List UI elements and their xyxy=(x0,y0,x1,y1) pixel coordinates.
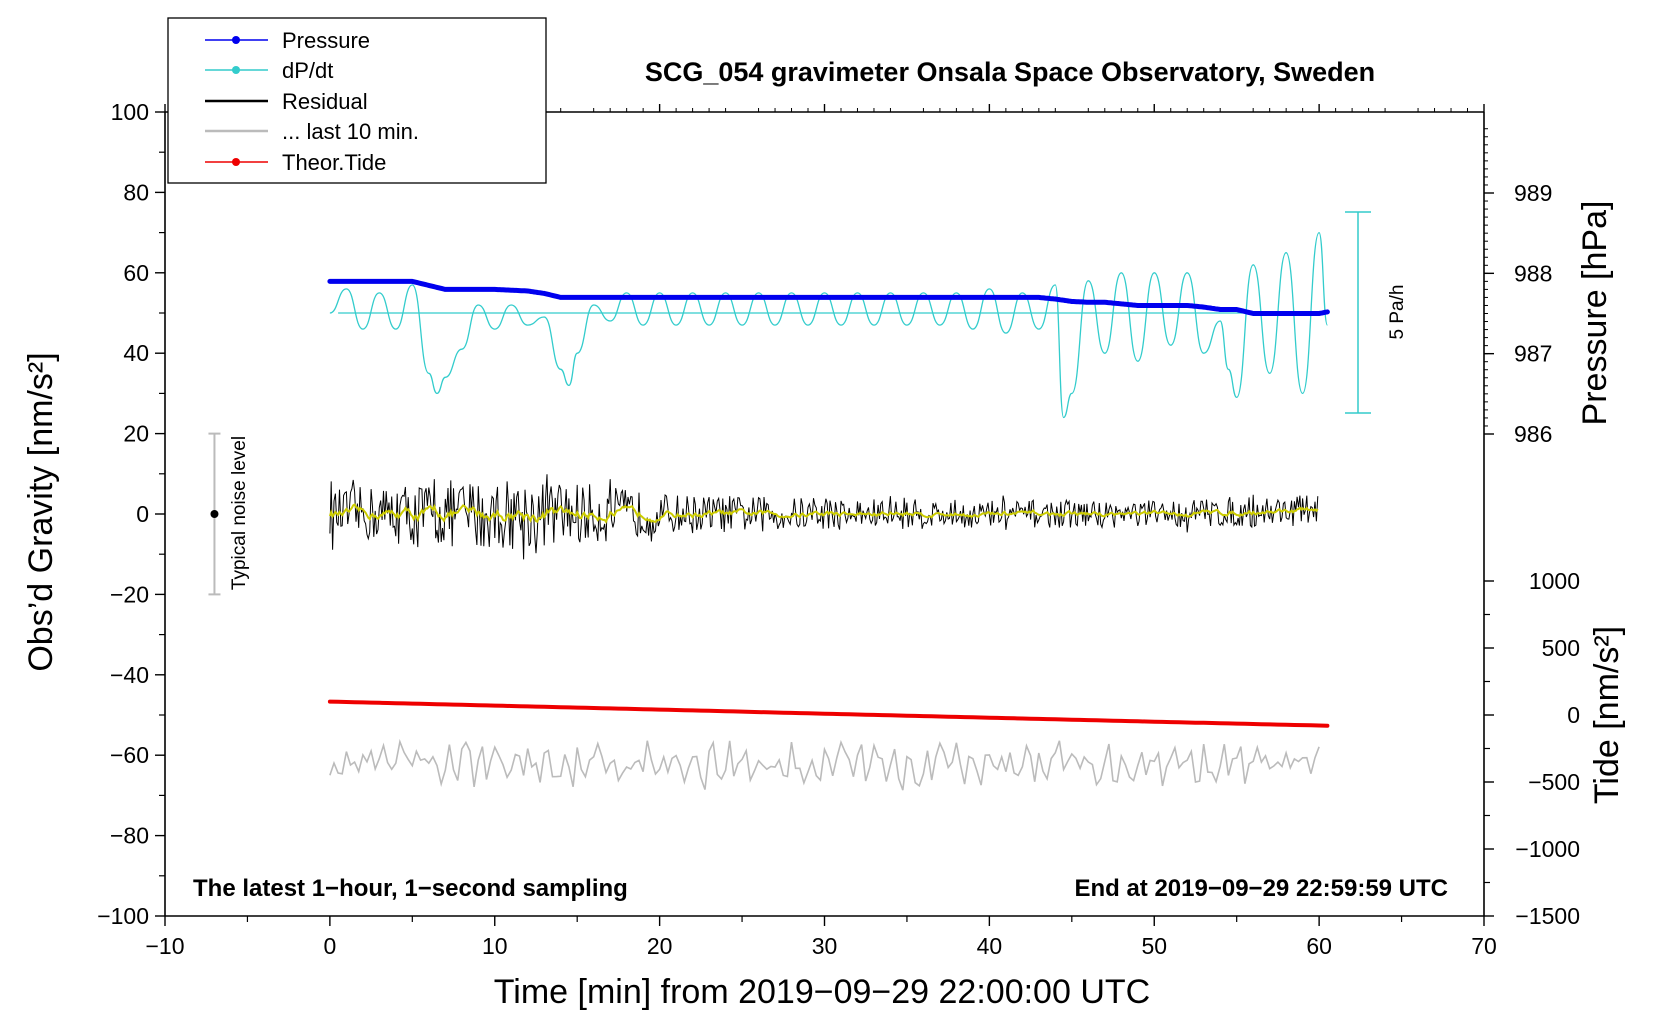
axes-layer: −10 0 10 20 30 40 50 60 70100806040200−20−40−60−… xyxy=(97,99,1580,959)
legend: Pressure dP/dt Residual ... last 10 min.… xyxy=(167,17,547,184)
legend-label-residual: Residual xyxy=(282,89,368,114)
y-tick-label: 20 xyxy=(123,421,149,447)
series-layer xyxy=(327,231,1330,791)
x-tick-label: −10 xyxy=(145,933,184,959)
x-tick-label: 40 xyxy=(977,933,1003,959)
series-pressure xyxy=(327,278,1330,316)
series-dpdt xyxy=(329,231,1329,419)
noise-indicator: Typical noise level xyxy=(208,432,250,596)
y-axis-title-tide: Tide [nm/s²] xyxy=(1588,626,1626,804)
x-tick-label: 10 xyxy=(482,933,508,959)
legend-marker-tide xyxy=(232,158,240,166)
pressure-tick-label: 989 xyxy=(1514,180,1552,206)
tide-tick-label: 500 xyxy=(1542,635,1580,661)
tide-tick-label: −500 xyxy=(1528,769,1580,795)
legend-item-pressure: Pressure xyxy=(205,28,370,53)
chart-title: SCG_054 gravimeter Onsala Space Observat… xyxy=(645,57,1375,87)
legend-item-dpdt: dP/dt xyxy=(205,58,333,83)
legend-marker-pressure xyxy=(232,36,240,44)
dpdt-scale-bar: 5 Pa/h xyxy=(1345,211,1408,414)
noise-label: Typical noise level xyxy=(229,436,250,590)
y-axis-title-pressure: Pressure [hPa] xyxy=(1576,201,1614,426)
y-tick-label: −100 xyxy=(97,903,149,929)
x-tick-label: 50 xyxy=(1141,933,1167,959)
legend-label-pressure: Pressure xyxy=(282,28,370,53)
y-tick-label: 60 xyxy=(123,260,149,286)
noise-center-dot xyxy=(210,510,219,518)
x-tick-label: 20 xyxy=(647,933,673,959)
end-time-note: End at 2019−09−29 22:59:59 UTC xyxy=(1074,875,1448,902)
x-axis-title: Time [min] from 2019−09−29 22:00:00 UTC xyxy=(494,973,1150,1011)
legend-label-last10: ... last 10 min. xyxy=(282,119,419,144)
tide-tick-label: −1500 xyxy=(1515,903,1580,929)
pressure-tick-label: 986 xyxy=(1514,421,1552,447)
dpdt-scale-label: 5 Pa/h xyxy=(1387,285,1408,340)
legend-item-tide: Theor.Tide xyxy=(205,150,386,175)
sampling-note: The latest 1−hour, 1−second sampling xyxy=(193,875,628,902)
x-tick-label: 60 xyxy=(1306,933,1332,959)
y-tick-label: 40 xyxy=(123,340,149,366)
series-residual-smoothed xyxy=(328,503,1319,524)
y-tick-label: −60 xyxy=(110,742,149,768)
legend-label-dpdt: dP/dt xyxy=(282,58,333,83)
y-tick-label: 80 xyxy=(123,179,149,205)
tide-tick-label: 1000 xyxy=(1529,568,1580,594)
tide-tick-label: 0 xyxy=(1567,702,1580,728)
series-last-10-min xyxy=(329,738,1320,791)
pressure-tick-label: 988 xyxy=(1514,260,1552,286)
legend-label-tide: Theor.Tide xyxy=(282,150,386,175)
x-tick-label: 30 xyxy=(812,933,838,959)
series-residual xyxy=(329,474,1319,560)
x-tick-label: 70 xyxy=(1471,933,1497,959)
y-tick-label: 0 xyxy=(136,501,149,527)
tide-tick-label: −1000 xyxy=(1515,836,1580,862)
y-tick-label: 100 xyxy=(111,99,149,125)
y-tick-label: −80 xyxy=(110,823,149,849)
y-tick-label: −40 xyxy=(110,662,149,688)
legend-item-last10: ... last 10 min. xyxy=(205,119,419,144)
y-axis-title-gravity: Obs’d Gravity [nm/s²] xyxy=(22,352,60,671)
series-theor-tide xyxy=(327,699,1330,728)
y-tick-label: −20 xyxy=(110,581,149,607)
legend-item-residual: Residual xyxy=(205,89,368,114)
legend-marker-dpdt xyxy=(232,66,240,74)
pressure-tick-label: 987 xyxy=(1514,341,1552,367)
x-tick-label: 0 xyxy=(323,933,336,959)
